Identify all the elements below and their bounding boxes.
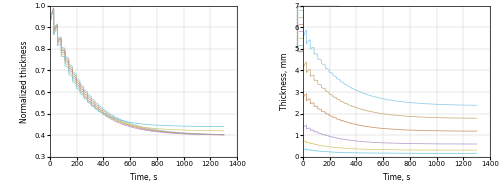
X-axis label: Time, s: Time, s bbox=[130, 173, 158, 182]
Y-axis label: Normalized thickness: Normalized thickness bbox=[20, 40, 29, 122]
Y-axis label: Thickness, mm: Thickness, mm bbox=[280, 53, 288, 110]
Legend: 32 plies, 24 plies, 16 plies, 8 plies, 4 plies, 2 plies: 32 plies, 24 plies, 16 plies, 8 plies, 4… bbox=[297, 6, 340, 51]
X-axis label: Time, s: Time, s bbox=[382, 173, 410, 182]
